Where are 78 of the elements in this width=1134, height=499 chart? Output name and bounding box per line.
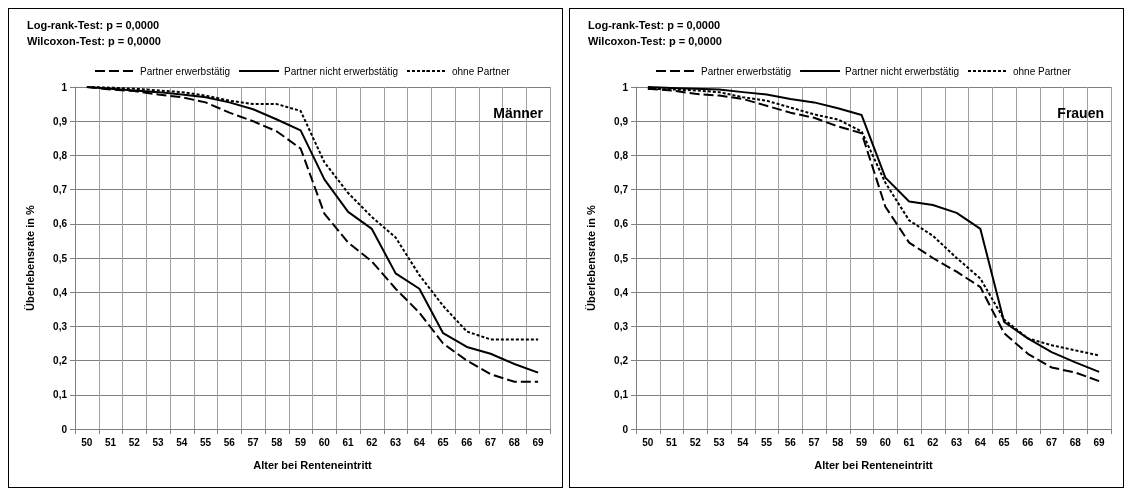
y-tick-label: 0,9: [53, 115, 68, 127]
x-tick-label: 61: [342, 436, 355, 448]
x-tick-label: 69: [1093, 436, 1106, 448]
x-tick-label: 67: [1046, 436, 1058, 448]
y-tick-label: 0,6: [614, 218, 629, 230]
x-tick-label: 52: [689, 436, 702, 448]
text: Frauen: [1057, 105, 1105, 121]
x-tick-label: 64: [974, 436, 987, 448]
legend-label: Partner nicht erwerbstätig: [284, 65, 398, 77]
x-tick-label: 66: [1022, 436, 1034, 448]
x-tick-label: 61: [903, 436, 916, 448]
y-tick-label: 0,6: [53, 218, 68, 230]
text: Log-rank-Test: p = 0,0000: [588, 18, 721, 31]
y-tick-label: 0,4: [614, 286, 629, 298]
y-axis-title: Überlebensrate in %: [584, 204, 597, 311]
x-tick-label: 56: [784, 436, 797, 448]
text: Männer: [493, 105, 544, 121]
y-tick-label: 0,1: [614, 389, 629, 401]
y-tick-label: 0,8: [53, 149, 68, 161]
x-tick-label: 54: [737, 436, 749, 448]
legend-label: Partner nicht erwerbstätig: [845, 65, 959, 77]
text: Wilcoxon-Test: p = 0,0000: [27, 34, 161, 47]
x-tick-label: 63: [951, 436, 963, 448]
y-tick-label: 0,8: [614, 149, 629, 161]
x-axis-title: Alter bei Renteneintritt: [814, 458, 934, 471]
y-tick-label: 0,4: [53, 286, 68, 298]
y-axis-title: Überlebensrate in %: [23, 204, 36, 311]
x-tick-label: 58: [832, 436, 844, 448]
x-tick-label: 60: [879, 436, 892, 448]
x-tick-label: 67: [485, 436, 497, 448]
y-tick-label: 0,5: [614, 252, 629, 264]
x-tick-label: 50: [81, 436, 93, 448]
x-tick-label: 58: [271, 436, 283, 448]
x-tick-label: 50: [642, 436, 654, 448]
x-tick-label: 55: [761, 436, 773, 448]
x-tick-label: 69: [532, 436, 545, 448]
x-tick-label: 59: [856, 436, 868, 448]
x-tick-label: 59: [295, 436, 307, 448]
y-tick-label: 0,2: [53, 355, 68, 367]
y-tick-label: 1: [622, 81, 629, 93]
y-tick-label: 0,7: [614, 184, 629, 196]
x-tick-label: 55: [200, 436, 212, 448]
x-tick-label: 65: [998, 436, 1011, 448]
y-tick-label: 1: [61, 81, 68, 93]
x-tick-label: 54: [176, 436, 188, 448]
x-tick-label: 53: [152, 436, 165, 448]
y-tick-label: 0,3: [53, 320, 68, 332]
legend-label: Partner erwerbstätig: [701, 65, 792, 77]
x-tick-label: 52: [128, 436, 141, 448]
x-tick-label: 62: [927, 436, 939, 448]
x-tick-label: 51: [105, 436, 117, 448]
y-tick-label: 0,1: [53, 389, 68, 401]
y-tick-label: 0,9: [614, 115, 629, 127]
legend-label: ohne Partner: [1012, 65, 1072, 77]
x-tick-label: 68: [508, 436, 521, 448]
x-tick-label: 51: [666, 436, 678, 448]
x-tick-label: 57: [247, 436, 260, 448]
x-tick-label: 64: [413, 436, 426, 448]
x-tick-label: 68: [1069, 436, 1082, 448]
y-tick-label: 0: [61, 423, 68, 435]
x-tick-label: 56: [223, 436, 236, 448]
y-tick-label: 0,7: [53, 184, 68, 196]
y-tick-label: 0,5: [53, 252, 68, 264]
text: Wilcoxon-Test: p = 0,0000: [588, 34, 722, 47]
x-tick-label: 65: [437, 436, 450, 448]
x-tick-label: 53: [713, 436, 726, 448]
x-tick-label: 66: [461, 436, 473, 448]
legend-label: Partner erwerbstätig: [140, 65, 231, 77]
x-tick-label: 62: [366, 436, 378, 448]
text: Log-rank-Test: p = 0,0000: [27, 18, 160, 31]
y-tick-label: 0,2: [614, 355, 629, 367]
y-tick-label: 0,3: [614, 320, 629, 332]
y-tick-label: 0: [622, 423, 629, 435]
x-axis-title: Alter bei Renteneintritt: [253, 458, 373, 471]
x-tick-label: 63: [390, 436, 402, 448]
x-tick-label: 60: [318, 436, 331, 448]
legend-label: ohne Partner: [451, 65, 511, 77]
x-tick-label: 57: [808, 436, 821, 448]
